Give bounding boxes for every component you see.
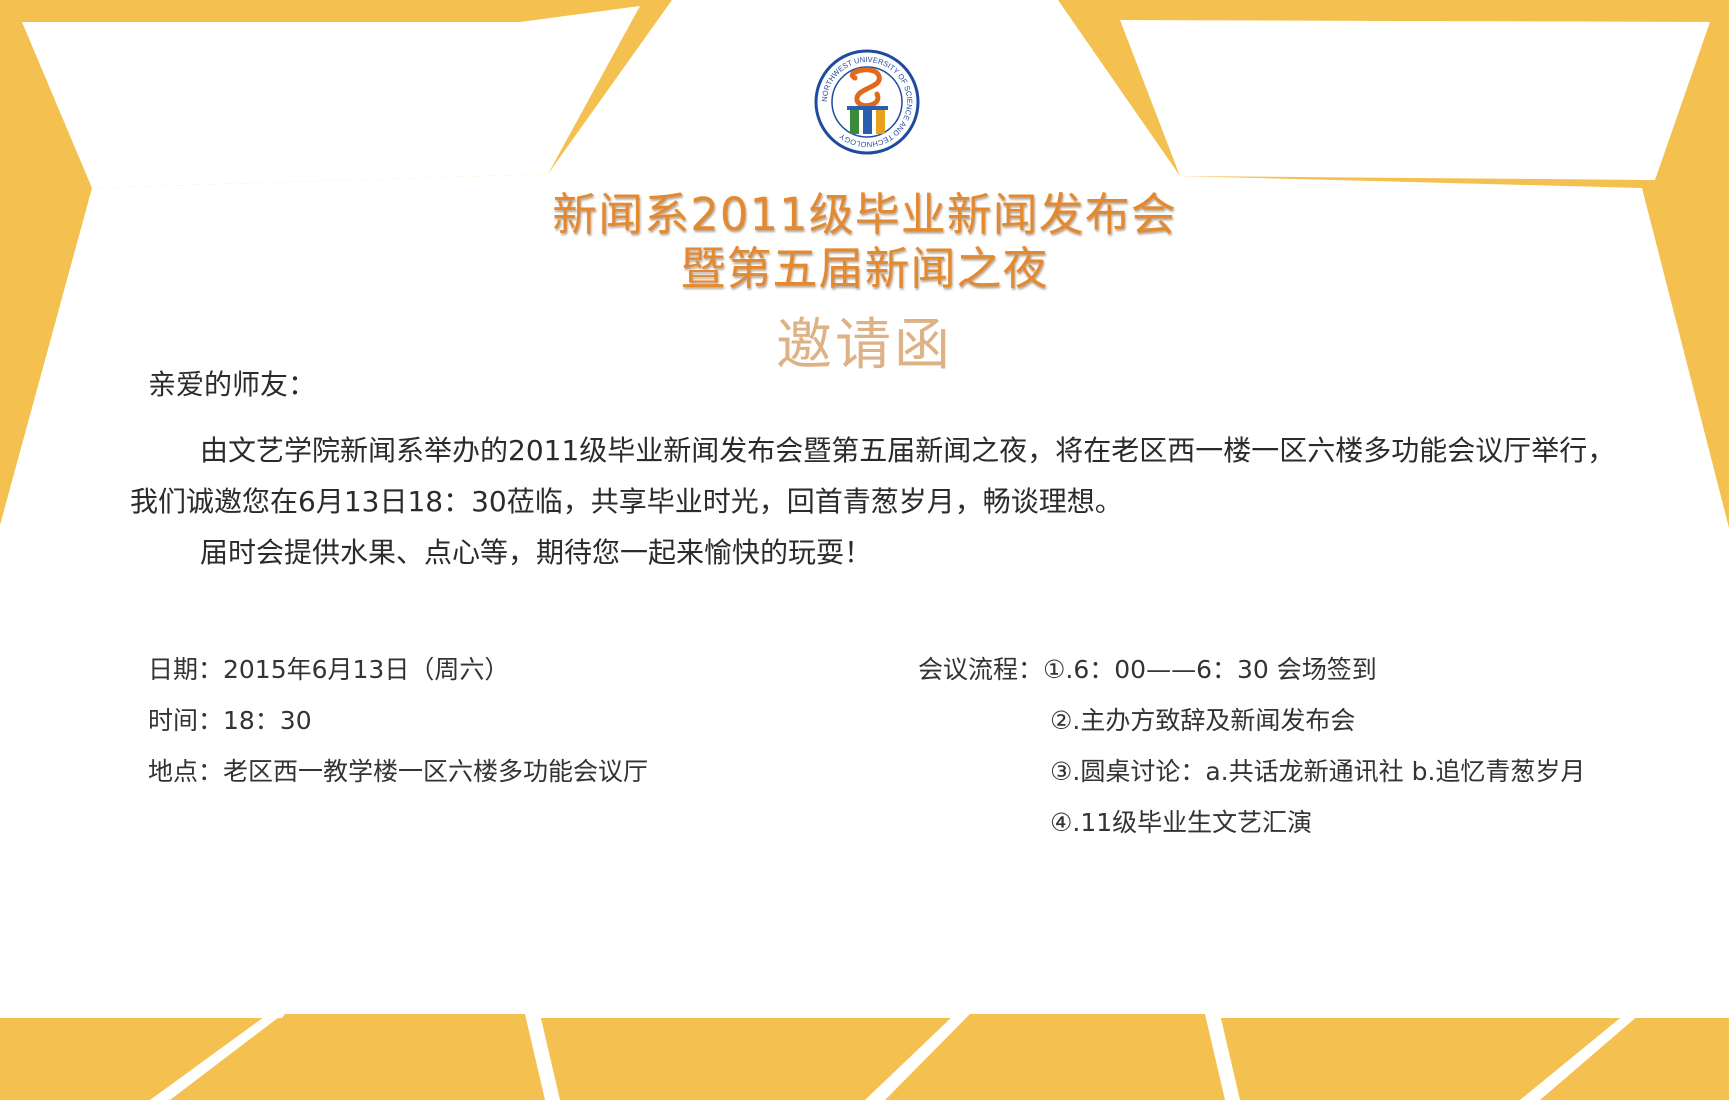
event-title-line-1: 新闻系2011级毕业新闻发布会 bbox=[552, 188, 1177, 241]
event-date: 日期：2015年6月13日（周六） bbox=[148, 655, 510, 684]
agenda-item: ①.6：00——6：30 会场签到 bbox=[1043, 655, 1377, 684]
university-emblem-icon: NORTHWEST UNIVERSITY OF SCIENCE AND TECH… bbox=[814, 49, 920, 155]
agenda: 会议流程：①.6：00——6：30 会场签到 ②.主办方致辞及新闻发布会 ③.圆… bbox=[918, 644, 1585, 848]
event-details: 日期：2015年6月13日（周六） 时间：18：30 地点：老区西一教学楼一区六… bbox=[148, 644, 648, 797]
event-title-line-2: 暨第五届新闻之夜 bbox=[680, 242, 1049, 295]
bottom-yellow-strip bbox=[0, 1014, 1729, 1100]
invitation-heading: 邀请函 bbox=[776, 313, 953, 378]
letter-body: 由文艺学院新闻系举办的2011级毕业新闻发布会暨第五届新闻之夜，将在老区西一楼一… bbox=[130, 425, 1632, 578]
agenda-label: 会议流程： bbox=[918, 655, 1044, 684]
event-place: 地点：老区西一教学楼一区六楼多功能会议厅 bbox=[148, 757, 649, 786]
letter-paragraph: 由文艺学院新闻系举办的2011级毕业新闻发布会暨第五届新闻之夜，将在老区西一楼一… bbox=[130, 434, 1616, 518]
top-left-white-cut bbox=[22, 6, 640, 188]
event-time: 时间：18：30 bbox=[148, 706, 312, 735]
agenda-first-row: 会议流程：①.6：00——6：30 会场签到 bbox=[918, 644, 1585, 695]
agenda-item: ④.11级毕业生文艺汇演 bbox=[1050, 808, 1313, 837]
agenda-item: ③.圆桌讨论：a.共话龙新通讯社 b.追忆青葱岁月 bbox=[1050, 757, 1586, 786]
letter-paragraph: 届时会提供水果、点心等，期待您一起来愉快的玩耍！ bbox=[200, 536, 873, 569]
top-right-white-cut bbox=[1120, 20, 1710, 180]
greeting: 亲爱的师友： bbox=[148, 368, 317, 401]
agenda-item: ②.主办方致辞及新闻发布会 bbox=[1050, 706, 1356, 735]
